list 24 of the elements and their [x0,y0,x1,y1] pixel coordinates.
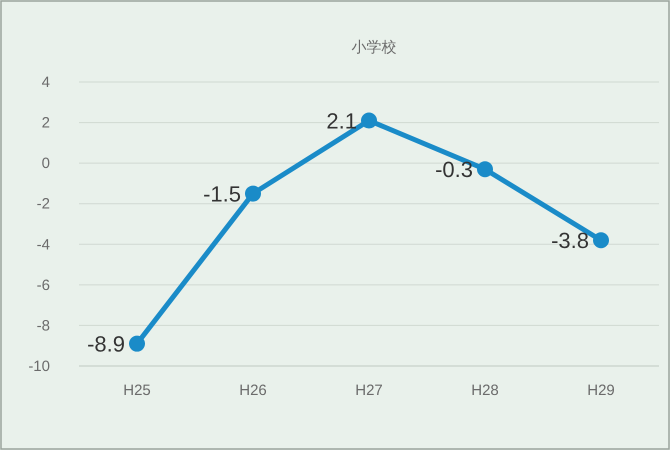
x-tick-label: H28 [471,382,499,399]
point [593,232,609,248]
y-tick-label: -10 [28,358,50,375]
data-label: -1.5 [203,182,241,207]
y-tick-label: -6 [36,276,50,294]
data-label: -8.9 [87,332,125,357]
x-tick-label: H27 [355,382,383,399]
y-tick-label: 2 [42,114,50,132]
chart-title: 小学校 [352,39,396,56]
x-tick-label: H26 [239,382,267,399]
y-tick-label: 4 [42,74,50,91]
y-tick-label: -8 [36,317,50,334]
point [361,112,377,129]
y-tick-label: 0 [42,155,50,172]
data-label: 2.1 [326,108,357,134]
y-tick-label: -2 [36,196,50,213]
y-tick-label: -4 [36,236,50,254]
point [477,161,493,178]
point [129,336,145,352]
data-label: -3.8 [551,228,589,254]
x-tick-label: H25 [123,382,151,399]
point [245,186,261,202]
data-label: -0.3 [435,157,473,182]
x-tick-label: H29 [587,382,615,399]
